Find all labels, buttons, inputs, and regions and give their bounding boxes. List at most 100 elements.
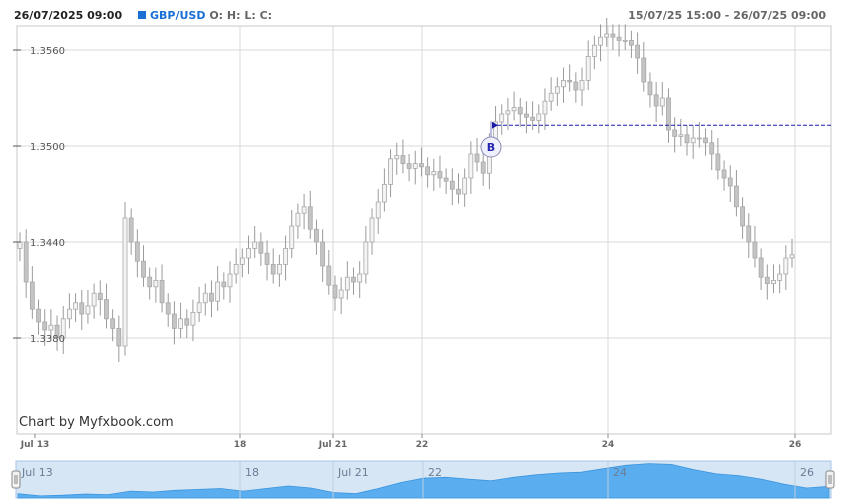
candle-body	[412, 163, 418, 169]
candle	[314, 219, 319, 255]
candle	[122, 202, 128, 356]
candle-body	[165, 302, 171, 315]
candle	[758, 248, 764, 290]
candle-body	[91, 292, 97, 307]
candle-body	[48, 324, 54, 331]
candle-body	[777, 273, 783, 281]
candle	[740, 197, 745, 239]
header-symbol-group: GBP/USD O: H: L: C:	[138, 9, 272, 22]
candle-body	[703, 137, 708, 144]
candle	[381, 168, 387, 212]
candle-body	[79, 302, 85, 315]
candle-body	[381, 183, 387, 203]
y-tick-label: 1.3440	[30, 238, 65, 249]
candle-body	[252, 241, 258, 249]
candle	[672, 117, 678, 153]
y-tick-label: 1.3380	[30, 334, 65, 345]
candle	[406, 154, 412, 182]
candle	[344, 261, 350, 300]
candle-body	[116, 327, 122, 347]
candle	[85, 290, 91, 324]
candle-body	[215, 281, 221, 302]
candle	[54, 315, 60, 351]
candle	[147, 267, 153, 300]
candle	[338, 277, 344, 314]
candle	[258, 232, 264, 266]
candle-body	[338, 289, 344, 299]
candle	[264, 240, 270, 281]
ohlc-readout: O: H: L: C:	[209, 9, 273, 22]
candle	[351, 267, 356, 295]
candle	[456, 173, 461, 204]
x-tick-label: 26	[789, 440, 802, 450]
candle-body	[548, 92, 554, 102]
candle-body	[505, 110, 511, 115]
candle	[474, 138, 480, 172]
candle-body	[258, 241, 264, 254]
candle	[573, 72, 579, 103]
candle	[184, 309, 190, 338]
candle	[734, 170, 739, 217]
candle-body	[85, 305, 91, 315]
x-axis: Jul 13 18 Jul 21 22 24 26	[20, 434, 802, 450]
candle	[375, 189, 381, 234]
navigator-label: Jul 13	[21, 466, 53, 479]
candle-body	[29, 281, 35, 310]
buy-marker-circle[interactable]	[480, 136, 502, 158]
candle-body	[104, 299, 109, 320]
candle-body	[295, 212, 301, 227]
candle	[585, 40, 591, 90]
candle-body	[456, 188, 461, 195]
candle-body	[629, 40, 634, 46]
candle-body	[246, 247, 251, 259]
candle	[388, 149, 393, 198]
candle-body	[536, 113, 542, 121]
candle-body	[239, 257, 245, 265]
candle	[239, 248, 245, 278]
y-tick-label: 1.3500	[30, 142, 65, 153]
candle	[159, 264, 165, 313]
candle	[764, 264, 770, 300]
candle-body	[764, 276, 770, 285]
candle	[499, 104, 505, 135]
navigator[interactable]: Jul 13 18 Jul 21 22 24 26	[11, 460, 835, 499]
candle	[227, 261, 233, 303]
candle-body	[604, 33, 610, 38]
candle-body	[141, 260, 146, 278]
candle	[91, 283, 97, 319]
candle-body	[425, 166, 431, 176]
navigator-handle-left[interactable]	[11, 470, 21, 489]
buy-level-arrow-icon	[492, 121, 498, 129]
candle	[252, 226, 258, 258]
navigator-handle-right[interactable]	[825, 470, 835, 489]
candle	[209, 280, 214, 318]
candle-body	[591, 44, 597, 57]
candle-body	[579, 80, 585, 91]
candle	[221, 272, 227, 300]
candle	[295, 203, 301, 239]
candle-body	[270, 263, 276, 275]
candle	[276, 254, 282, 287]
candle-body	[73, 302, 78, 310]
candle	[690, 125, 696, 159]
candle	[73, 293, 78, 322]
candle-body	[363, 241, 369, 275]
candle-body	[443, 177, 449, 182]
candle	[616, 24, 622, 57]
candle-body	[622, 40, 628, 42]
candle-body	[196, 302, 202, 313]
candle	[647, 72, 653, 108]
candle-body	[233, 263, 239, 275]
x-tick-label: 22	[416, 440, 429, 450]
candle	[505, 98, 511, 130]
candle-body	[715, 153, 721, 171]
candle	[196, 286, 202, 322]
x-tick-label: Jul 21	[318, 440, 348, 450]
candle	[116, 315, 122, 362]
candle-body	[567, 80, 573, 83]
candle	[233, 248, 239, 284]
candle-body	[530, 116, 536, 121]
candle-body	[388, 158, 393, 185]
candle	[709, 130, 715, 170]
